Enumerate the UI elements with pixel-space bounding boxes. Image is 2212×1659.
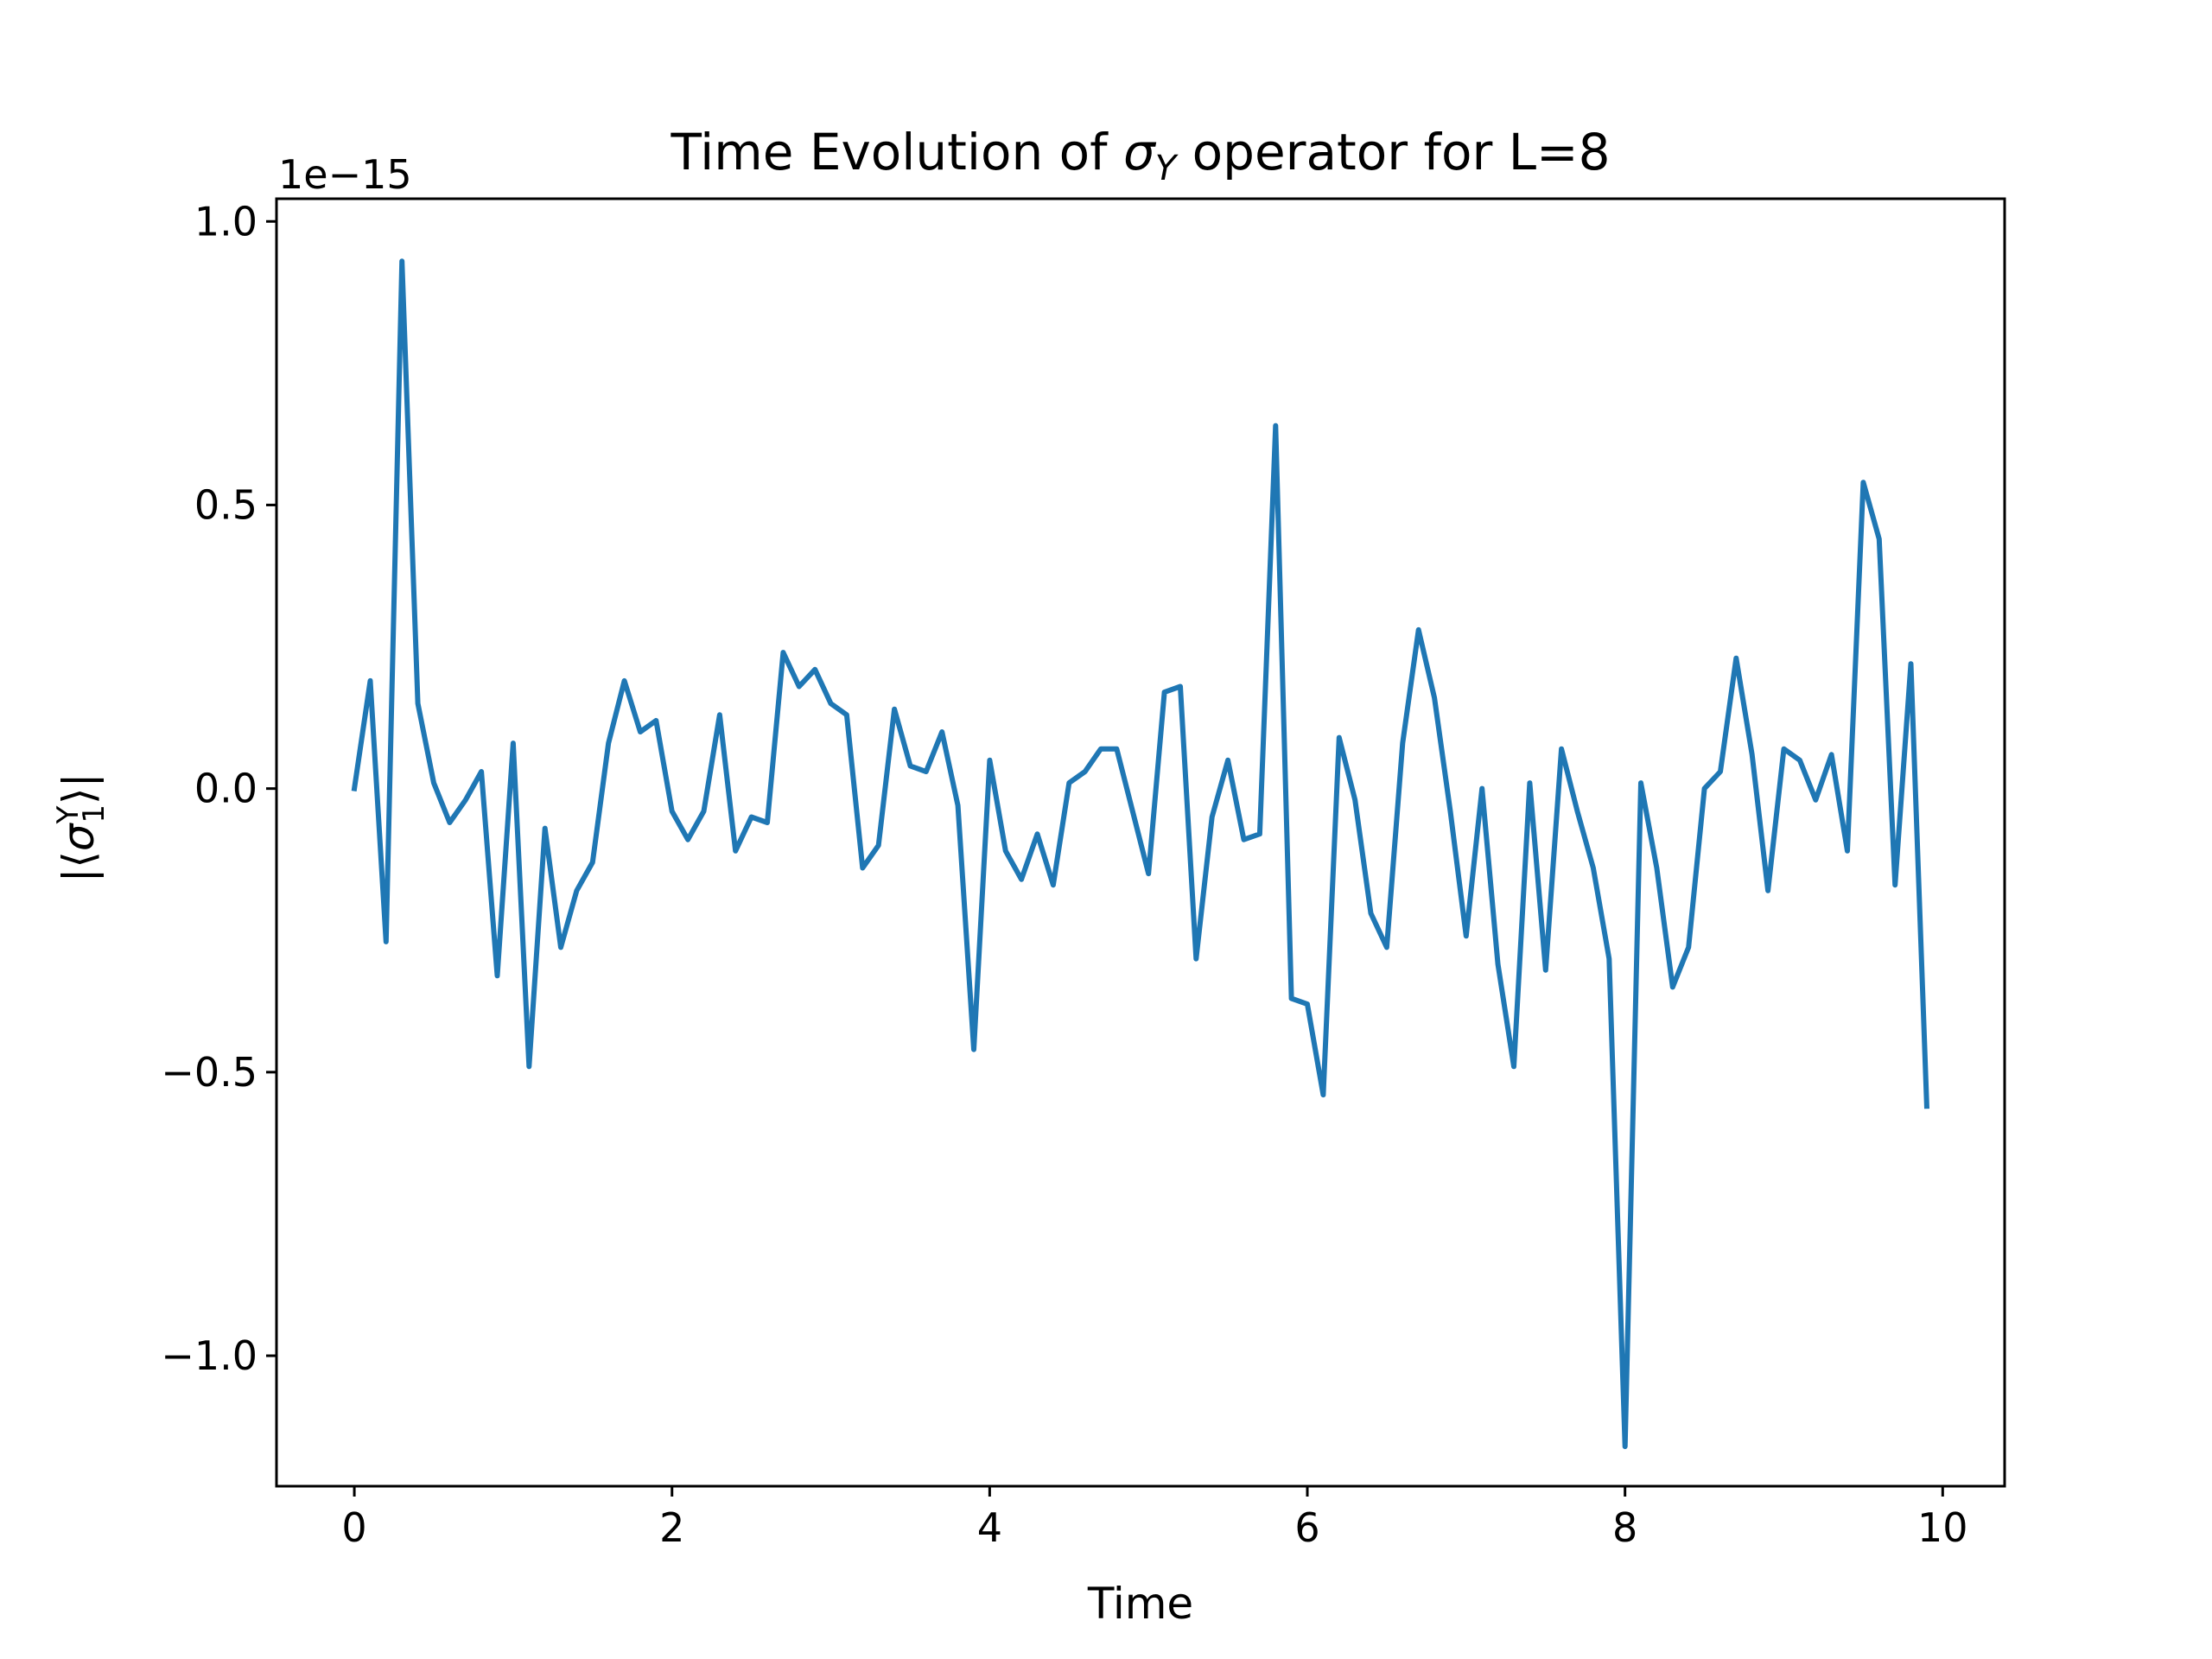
x-axis-ticks: 0 2 4 6 8 10 (341, 1486, 1968, 1551)
y-tick-label: 0.0 (194, 766, 257, 812)
x-axis-label: Time (1087, 1579, 1193, 1629)
x-tick-label: 0 (341, 1504, 366, 1551)
x-tick-label: 4 (977, 1504, 1002, 1551)
svg-text:|⟨σY1⟩|: |⟨σY1⟩| (51, 773, 111, 883)
y-tick-label: 1.0 (194, 198, 257, 245)
plot-frame (275, 197, 2006, 1488)
y-tick-label: 0.5 (194, 481, 257, 528)
chart-title: Time Evolution of σY operator for L=8 (670, 123, 1610, 188)
x-tick-label: 10 (1917, 1504, 1968, 1551)
series-line-sigma-y (351, 258, 1930, 1450)
y-axis-offset-text: 1e−15 (278, 151, 412, 198)
y-tick-label: −1.0 (161, 1332, 257, 1379)
x-tick-label: 2 (659, 1504, 684, 1551)
y-axis-label: |⟨σY1⟩| (51, 773, 111, 883)
y-axis-ticks: 1.0 0.5 0.0 −0.5 −1.0 (161, 198, 276, 1379)
x-tick-label: 6 (1294, 1504, 1319, 1551)
x-tick-label: 8 (1612, 1504, 1637, 1551)
y-tick-label: −0.5 (161, 1049, 257, 1096)
